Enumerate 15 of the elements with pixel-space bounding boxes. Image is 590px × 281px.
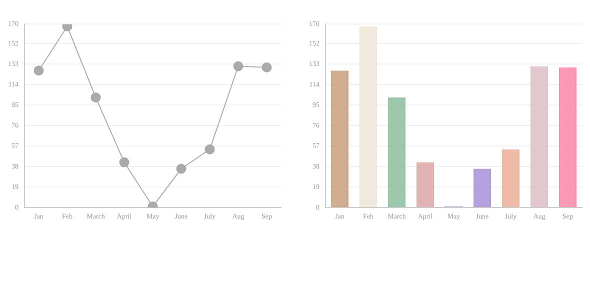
point — [34, 66, 44, 76]
bar — [388, 98, 406, 208]
point — [262, 62, 272, 72]
point — [119, 157, 130, 168]
point — [176, 164, 186, 174]
bar — [416, 162, 434, 208]
bar — [360, 26, 377, 208]
bar — [559, 67, 576, 208]
point — [90, 92, 101, 103]
bar — [530, 66, 548, 208]
bar — [474, 168, 491, 208]
point — [204, 144, 215, 154]
point — [233, 61, 244, 72]
bar — [502, 149, 520, 208]
bar — [331, 70, 348, 208]
